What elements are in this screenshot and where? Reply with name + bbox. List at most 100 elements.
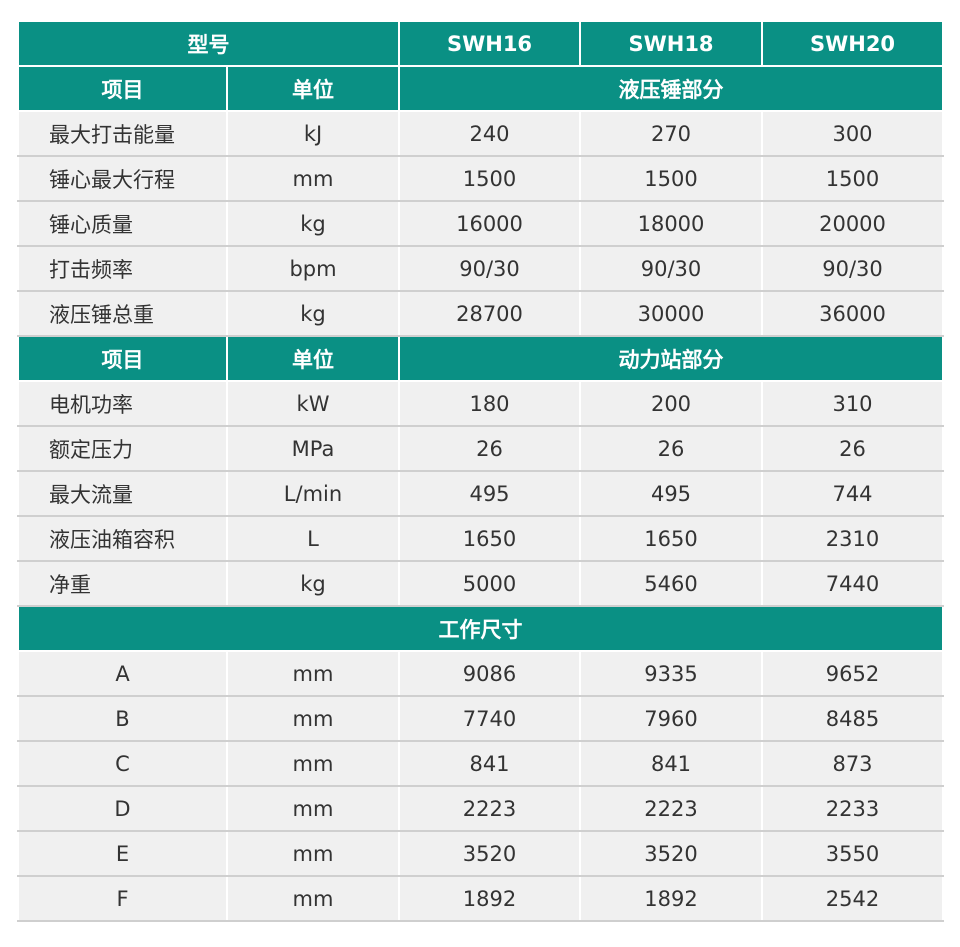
item-value: 200: [579, 381, 763, 427]
item-unit: kg: [226, 561, 400, 607]
item-value: 1650: [579, 516, 763, 562]
model-name: SWH20: [761, 22, 944, 67]
item-value: 9335: [579, 651, 763, 697]
item-value: 8485: [761, 696, 944, 742]
table-row: 最大打击能量 kJ 240 270 300: [17, 111, 944, 157]
item-unit: mm: [226, 741, 400, 787]
item-value: 841: [398, 741, 581, 787]
item-unit: bpm: [226, 246, 400, 292]
section-header-row: 项目 单位 液压锤部分: [17, 66, 944, 112]
item-name: 净重: [17, 561, 228, 607]
item-value: 2542: [761, 876, 944, 922]
item-name: 锤心质量: [17, 201, 228, 247]
table-row: 锤心质量 kg 16000 18000 20000: [17, 201, 944, 247]
table-row: 液压锤总重 kg 28700 30000 36000: [17, 291, 944, 337]
item-value: 873: [761, 741, 944, 787]
item-name: A: [17, 651, 228, 697]
item-unit: mm: [226, 651, 400, 697]
table-row: 额定压力 MPa 26 26 26: [17, 426, 944, 472]
item-value: 180: [398, 381, 581, 427]
item-name: 电机功率: [17, 381, 228, 427]
item-value: 30000: [579, 291, 763, 337]
item-unit: L: [226, 516, 400, 562]
item-value: 1892: [398, 876, 581, 922]
section-title: 动力站部分: [398, 336, 944, 382]
item-value: 90/30: [398, 246, 581, 292]
model-name: SWH16: [398, 22, 581, 67]
item-header: 项目: [17, 66, 228, 112]
item-name: 打击频率: [17, 246, 228, 292]
item-unit: kW: [226, 381, 400, 427]
item-value: 9086: [398, 651, 581, 697]
item-unit: mm: [226, 876, 400, 922]
item-name: 液压油箱容积: [17, 516, 228, 562]
item-value: 495: [398, 471, 581, 517]
spec-table: 型号 SWH16 SWH18 SWH20 项目 单位 液压锤部分 最大打击能量 kJ 24…: [17, 22, 944, 922]
table-row: 液压油箱容积 L 1650 1650 2310: [17, 516, 944, 562]
item-header: 项目: [17, 336, 228, 382]
item-name: 额定压力: [17, 426, 228, 472]
item-name: 最大打击能量: [17, 111, 228, 157]
item-value: 28700: [398, 291, 581, 337]
item-value: 26: [398, 426, 581, 472]
item-value: 5000: [398, 561, 581, 607]
item-name: 最大流量: [17, 471, 228, 517]
table-row: 打击频率 bpm 90/30 90/30 90/30: [17, 246, 944, 292]
item-value: 7960: [579, 696, 763, 742]
item-name: D: [17, 786, 228, 832]
item-value: 2233: [761, 786, 944, 832]
item-value: 26: [761, 426, 944, 472]
item-value: 5460: [579, 561, 763, 607]
item-value: 7440: [761, 561, 944, 607]
item-unit: mm: [226, 831, 400, 877]
table-row: 锤心最大行程 mm 1500 1500 1500: [17, 156, 944, 202]
item-unit: mm: [226, 156, 400, 202]
item-value: 240: [398, 111, 581, 157]
item-value: 495: [579, 471, 763, 517]
table-row: 净重 kg 5000 5460 7440: [17, 561, 944, 607]
item-value: 3520: [579, 831, 763, 877]
item-value: 18000: [579, 201, 763, 247]
item-unit: kg: [226, 201, 400, 247]
item-value: 9652: [761, 651, 944, 697]
item-value: 744: [761, 471, 944, 517]
table-row: 最大流量 L/min 495 495 744: [17, 471, 944, 517]
item-unit: mm: [226, 696, 400, 742]
item-value: 90/30: [761, 246, 944, 292]
item-unit: kJ: [226, 111, 400, 157]
item-value: 26: [579, 426, 763, 472]
item-value: 2223: [579, 786, 763, 832]
section-title: 液压锤部分: [398, 66, 944, 112]
item-value: 90/30: [579, 246, 763, 292]
item-name: 锤心最大行程: [17, 156, 228, 202]
item-value: 16000: [398, 201, 581, 247]
unit-header: 单位: [226, 66, 400, 112]
item-value: 1650: [398, 516, 581, 562]
item-value: 270: [579, 111, 763, 157]
item-value: 2223: [398, 786, 581, 832]
model-name: SWH18: [579, 22, 763, 67]
item-unit: kg: [226, 291, 400, 337]
item-value: 2310: [761, 516, 944, 562]
item-value: 1500: [761, 156, 944, 202]
item-name: B: [17, 696, 228, 742]
item-unit: mm: [226, 786, 400, 832]
item-name: E: [17, 831, 228, 877]
item-value: 1500: [579, 156, 763, 202]
model-label: 型号: [17, 22, 400, 67]
item-value: 310: [761, 381, 944, 427]
item-name: F: [17, 876, 228, 922]
item-name: C: [17, 741, 228, 787]
unit-header: 单位: [226, 336, 400, 382]
section-header-row: 项目 单位 动力站部分: [17, 336, 944, 382]
item-unit: MPa: [226, 426, 400, 472]
table-row: 电机功率 kW 180 200 310: [17, 381, 944, 427]
item-value: 7740: [398, 696, 581, 742]
item-unit: L/min: [226, 471, 400, 517]
item-value: 1892: [579, 876, 763, 922]
dimensions-header-row: 工作尺寸: [17, 606, 944, 652]
